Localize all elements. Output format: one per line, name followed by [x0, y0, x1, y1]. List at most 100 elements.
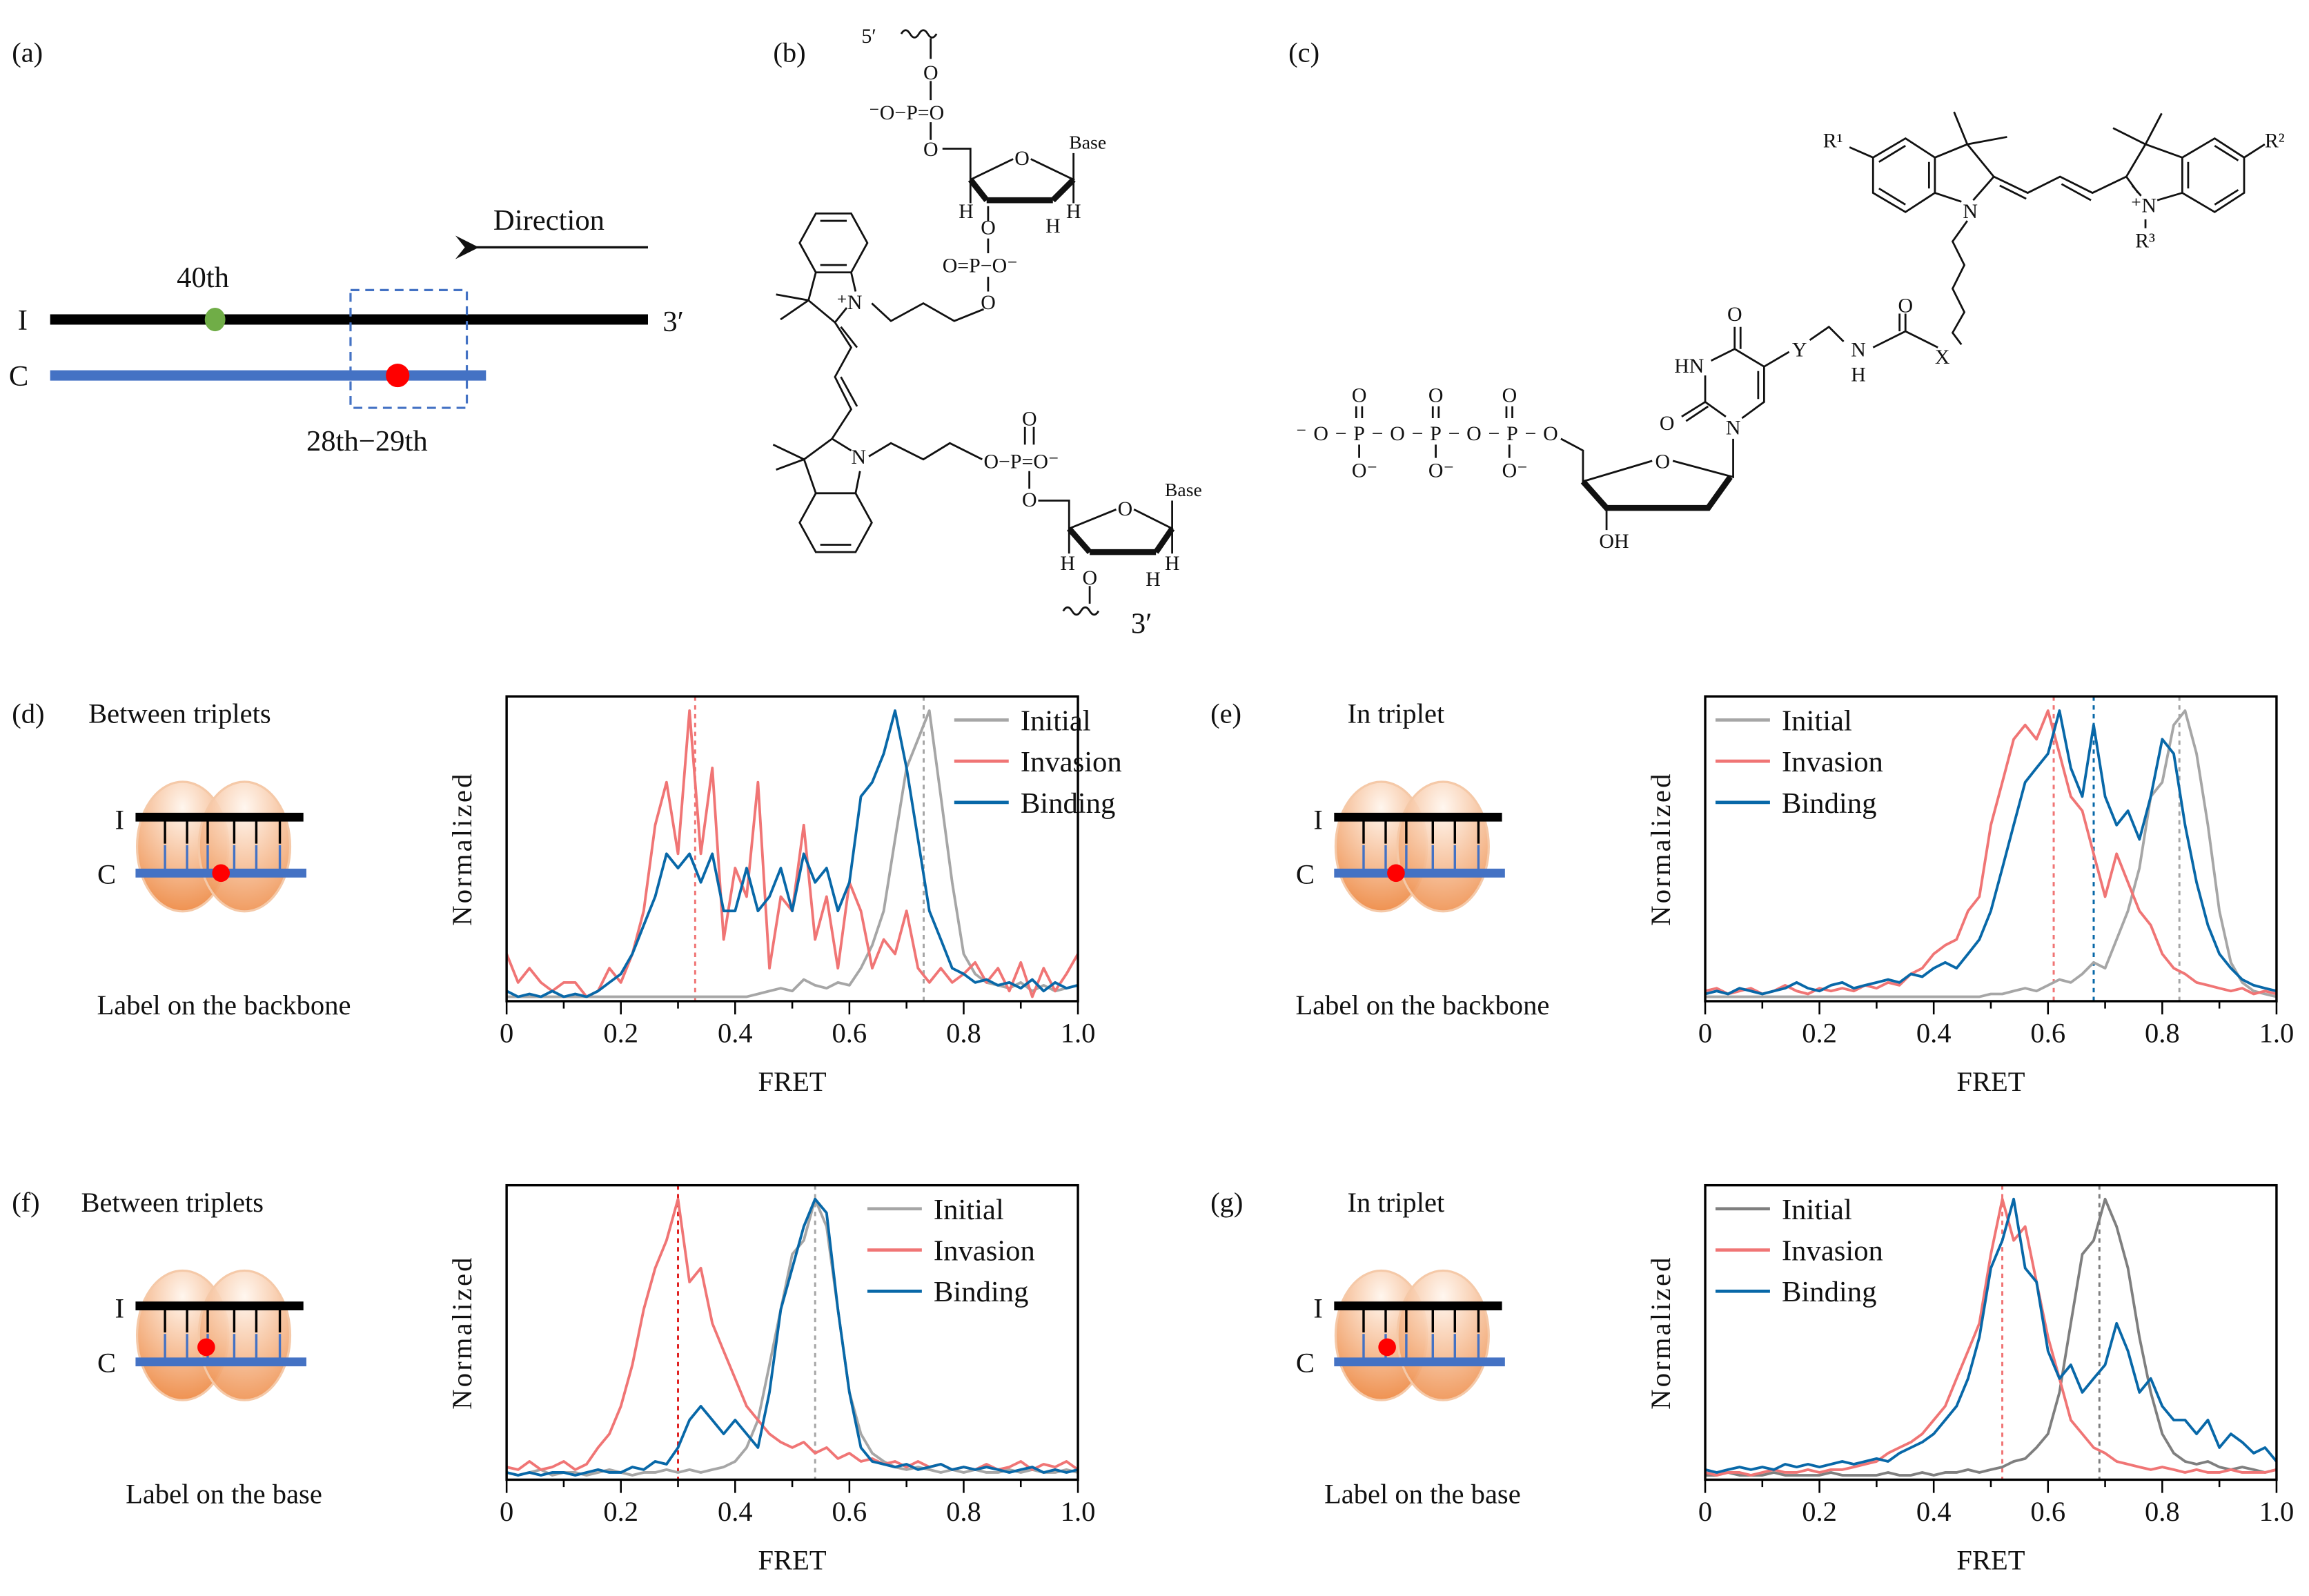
x-tick-label: 0.4: [1916, 1496, 1952, 1527]
panel-label: (b): [773, 37, 805, 68]
strand-c-label: C: [97, 858, 116, 889]
legend-label: Initial: [1021, 705, 1091, 737]
x-axis-label: FRET: [758, 1545, 827, 1576]
series-line-invasion: [1704, 709, 2277, 996]
ellipse-right: [197, 780, 292, 913]
green-label-dot: [204, 307, 226, 332]
panel-label: (g): [1210, 1187, 1243, 1218]
panel-b-structure: (b) 5′ O ⁻O−P=O O Base O H H H O O=P−O⁻ …: [772, 25, 1202, 640]
series-line-invasion: [1704, 1197, 2277, 1477]
atom-label: O: [1428, 384, 1444, 407]
atom-label: O: [1118, 497, 1133, 520]
x-tick-label: 0.8: [2145, 1018, 2180, 1049]
x-tick-label: 0: [1698, 1496, 1712, 1527]
chart-d: 0 0.2 0.4 0.6 0.8 1.0 FRET Normalized Initial Inv…: [446, 695, 1122, 1097]
x-tick-label: 0.4: [718, 1018, 753, 1049]
x-tick-label: 0.4: [718, 1496, 753, 1527]
atom-label: O: [923, 138, 939, 161]
atom-label: O: [1352, 384, 1367, 407]
charts: 0 0.2 0.4 0.6 0.8 1.0 FRET Normalized Initial Inv…: [446, 695, 2295, 1576]
legend-label: Invasion: [1021, 746, 1122, 778]
position-40th-label: 40th: [177, 262, 229, 294]
atom-label: N: [1963, 200, 1978, 223]
legend-label: Initial: [1782, 1194, 1852, 1226]
y-axis-label: Normalized: [1645, 1255, 1676, 1409]
sugar-bold-bonds: [967, 177, 1175, 555]
series-line-initial: [507, 709, 1079, 998]
atom-label: N: [1851, 338, 1866, 361]
strand-3prime-label: 3′: [662, 306, 684, 338]
fluorophore-label-dot: [197, 1338, 215, 1357]
plot-frame: [505, 1183, 1079, 1481]
x-tick-label: 0.2: [1802, 1018, 1837, 1049]
atom-label: OH: [1599, 530, 1629, 553]
fluorophore-label-dot: [1378, 1338, 1396, 1357]
sugar-bold-bonds: [1580, 475, 1733, 511]
atom-label: O: [1022, 408, 1037, 431]
atom-label: O=P−O⁻: [943, 255, 1018, 277]
plot-frame: [505, 695, 1079, 1003]
strand-i-label: I: [115, 1293, 125, 1324]
panel-label: (f): [12, 1187, 40, 1218]
x-tick-label: 0: [500, 1018, 513, 1049]
series-line-initial: [1705, 1197, 2277, 1477]
legend-label: Initial: [934, 1194, 1004, 1226]
atom-label: ⁺N: [836, 291, 862, 314]
x-tick-label: 0: [500, 1496, 513, 1527]
red-label-dot: [386, 364, 410, 388]
x-tick-label: 0.8: [946, 1018, 981, 1049]
x-tick-label: 1.0: [1061, 1496, 1096, 1527]
x-tick-label: 0.8: [2145, 1496, 2180, 1527]
legend-label: Initial: [1782, 705, 1852, 737]
legend-label: Invasion: [1782, 1235, 1883, 1268]
legend-label: Invasion: [1782, 746, 1883, 778]
fluorophore-label-dot: [212, 864, 230, 883]
atom-label: O−P=O⁻: [983, 451, 1059, 473]
schematic-title: Between triplets: [88, 698, 271, 729]
atom-label: O⁻: [1428, 459, 1454, 482]
x-axis-label: FRET: [1956, 1545, 2025, 1576]
atom-label: N: [1726, 416, 1741, 439]
panel-c-structure: (c) R¹ R² N ⁺N R³ O HN Y N H O X O N O O…: [1288, 37, 2285, 553]
x-tick-label: 0.2: [1802, 1496, 1837, 1527]
schematic-title: Between triplets: [81, 1187, 264, 1218]
schematic-caption: Label on the base: [126, 1479, 322, 1510]
schematic-caption: Label on the backbone: [1295, 989, 1549, 1021]
schematic-f: (f) Between triplets IC Label on the base: [12, 1187, 322, 1509]
x-tick-label: 0.2: [603, 1496, 638, 1527]
series-line-binding: [506, 1197, 1079, 1477]
series-line-binding: [1704, 1197, 2278, 1474]
legend-label: Invasion: [934, 1235, 1035, 1268]
plot-frame: [1704, 1183, 2278, 1481]
atom-label: R²: [2265, 129, 2285, 152]
atom-label: X: [1935, 346, 1950, 368]
highlight-box: [349, 288, 469, 409]
fluorophore-label-dot: [1387, 864, 1405, 883]
schematic-e: (e) In triplet IC Label on the backbone: [1210, 698, 1549, 1021]
atom-label: O: [981, 216, 996, 239]
atom-label: O: [1660, 412, 1675, 435]
x-tick-label: 0: [1698, 1018, 1712, 1049]
x-tick-label: 0.6: [2030, 1496, 2065, 1527]
position-28-29-label: 28th−29th: [306, 425, 428, 457]
x-tick-label: 1.0: [2259, 1018, 2295, 1049]
legend-label: Binding: [1782, 787, 1876, 820]
schematic-title: In triplet: [1348, 1187, 1445, 1218]
x-tick-label: 0.4: [1916, 1018, 1952, 1049]
atom-label: O: [1014, 147, 1030, 170]
strand-i-label: I: [1313, 1293, 1323, 1324]
legend-label: Binding: [1021, 787, 1115, 820]
atom-label: H: [1066, 200, 1081, 223]
atom-label: ⁻O−P−O−P−O−P−O: [1296, 422, 1558, 445]
chart-g: 0 0.2 0.4 0.6 0.8 1.0 FRET Normalized Initial Inv…: [1645, 1183, 2294, 1576]
panel-label: (c): [1288, 37, 1319, 68]
panel-label: (a): [12, 37, 43, 68]
schematic-d: (d) Between triplets IC Label on the backbo…: [12, 698, 351, 1021]
schematic-g: (g) In triplet IC Label on the base: [1210, 1187, 1521, 1509]
atom-label: H: [1146, 568, 1161, 591]
wavy-bond-icon: [900, 29, 1100, 616]
series-line-initial: [1705, 709, 2277, 998]
y-axis-label: Normalized: [1645, 771, 1676, 925]
